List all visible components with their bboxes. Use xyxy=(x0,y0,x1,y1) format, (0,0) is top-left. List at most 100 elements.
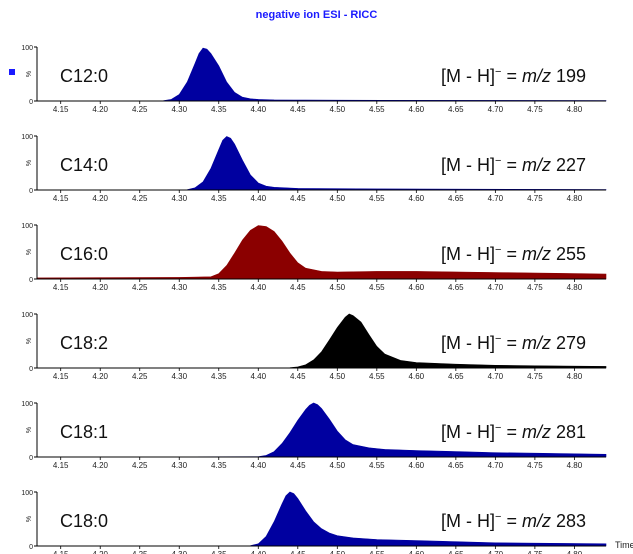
x-tick-label-5-0: 4.15 xyxy=(53,550,69,554)
x-tick-label-3-10: 4.65 xyxy=(448,372,464,381)
y-tick-label-top-2: 100 xyxy=(21,223,33,230)
chart-title: negative ion ESI - RICC xyxy=(255,9,378,21)
lipid-label-1: C14:0 xyxy=(60,155,108,175)
x-tick-label-2-5: 4.40 xyxy=(250,283,266,292)
x-tick-label-3-8: 4.55 xyxy=(369,372,385,381)
x-tick-label-5-10: 4.65 xyxy=(448,550,464,554)
x-tick-label-5-13: 4.80 xyxy=(567,550,583,554)
x-tick-label-0-10: 4.65 xyxy=(448,105,464,114)
x-tick-label-1-2: 4.25 xyxy=(132,194,148,203)
lipid-label-0: C12:0 xyxy=(60,66,108,86)
x-tick-label-4-12: 4.75 xyxy=(527,461,543,470)
y-tick-label-top-0: 100 xyxy=(21,45,33,52)
y-tick-label-bottom-2: 0 xyxy=(29,277,33,284)
x-tick-label-1-0: 4.15 xyxy=(53,194,69,203)
x-tick-label-5-6: 4.45 xyxy=(290,550,306,554)
x-tick-label-3-5: 4.40 xyxy=(250,372,266,381)
x-tick-label-1-6: 4.45 xyxy=(290,194,306,203)
x-tick-label-0-1: 4.20 xyxy=(92,105,108,114)
x-tick-label-0-6: 4.45 xyxy=(290,105,306,114)
x-tick-label-1-13: 4.80 xyxy=(567,194,583,203)
x-tick-label-5-2: 4.25 xyxy=(132,550,148,554)
y-tick-label-bottom-5: 0 xyxy=(29,544,33,551)
ion-label-3: [M - H]− = m/z 279 xyxy=(441,333,586,353)
x-tick-label-5-7: 4.50 xyxy=(330,550,346,554)
x-tick-label-4-1: 4.20 xyxy=(92,461,108,470)
x-tick-label-2-7: 4.50 xyxy=(330,283,346,292)
x-tick-label-4-7: 4.50 xyxy=(330,461,346,470)
percent-label-2: % xyxy=(26,249,33,255)
y-tick-label-bottom-4: 0 xyxy=(29,455,33,462)
x-tick-label-1-11: 4.70 xyxy=(488,194,504,203)
x-tick-label-3-4: 4.35 xyxy=(211,372,227,381)
x-tick-label-5-9: 4.60 xyxy=(409,550,425,554)
x-tick-label-2-12: 4.75 xyxy=(527,283,543,292)
percent-label-5: % xyxy=(26,516,33,522)
x-tick-label-3-1: 4.20 xyxy=(92,372,108,381)
y-tick-label-top-3: 100 xyxy=(21,312,33,319)
series-marker-icon xyxy=(9,69,15,75)
x-tick-label-4-8: 4.55 xyxy=(369,461,385,470)
x-tick-label-3-11: 4.70 xyxy=(488,372,504,381)
x-tick-label-3-0: 4.15 xyxy=(53,372,69,381)
percent-label-1: % xyxy=(26,160,33,166)
x-tick-label-1-10: 4.65 xyxy=(448,194,464,203)
x-tick-label-3-3: 4.30 xyxy=(171,372,187,381)
x-tick-label-2-3: 4.30 xyxy=(171,283,187,292)
x-tick-label-2-9: 4.60 xyxy=(409,283,425,292)
x-tick-label-5-1: 4.20 xyxy=(92,550,108,554)
x-tick-label-4-0: 4.15 xyxy=(53,461,69,470)
x-tick-label-2-8: 4.55 xyxy=(369,283,385,292)
x-tick-label-2-0: 4.15 xyxy=(53,283,69,292)
lipid-label-3: C18:2 xyxy=(60,333,108,353)
x-tick-label-0-0: 4.15 xyxy=(53,105,69,114)
x-tick-label-2-1: 4.20 xyxy=(92,283,108,292)
x-tick-label-4-3: 4.30 xyxy=(171,461,187,470)
x-tick-label-2-2: 4.25 xyxy=(132,283,148,292)
x-tick-label-5-12: 4.75 xyxy=(527,550,543,554)
y-tick-label-top-5: 100 xyxy=(21,490,33,497)
ion-label-5: [M - H]− = m/z 283 xyxy=(441,511,586,531)
trace-3 xyxy=(36,313,607,369)
percent-label-3: % xyxy=(26,338,33,344)
x-tick-label-5-11: 4.70 xyxy=(488,550,504,554)
x-tick-label-1-4: 4.35 xyxy=(211,194,227,203)
x-tick-label-3-6: 4.45 xyxy=(290,372,306,381)
percent-label-0: % xyxy=(26,71,33,77)
x-tick-label-0-8: 4.55 xyxy=(369,105,385,114)
x-tick-label-3-2: 4.25 xyxy=(132,372,148,381)
x-tick-label-0-12: 4.75 xyxy=(527,105,543,114)
x-tick-label-1-9: 4.60 xyxy=(409,194,425,203)
x-tick-label-2-10: 4.65 xyxy=(448,283,464,292)
x-tick-label-1-5: 4.40 xyxy=(250,194,266,203)
x-tick-label-1-7: 4.50 xyxy=(330,194,346,203)
y-tick-label-bottom-0: 0 xyxy=(29,99,33,106)
x-tick-label-4-4: 4.35 xyxy=(211,461,227,470)
x-tick-label-5-4: 4.35 xyxy=(211,550,227,554)
y-tick-label-top-1: 100 xyxy=(21,134,33,141)
y-tick-label-bottom-3: 0 xyxy=(29,366,33,373)
y-tick-label-bottom-1: 0 xyxy=(29,188,33,195)
x-tick-label-0-3: 4.30 xyxy=(171,105,187,114)
x-tick-label-1-1: 4.20 xyxy=(92,194,108,203)
x-tick-label-5-8: 4.55 xyxy=(369,550,385,554)
x-tick-label-4-6: 4.45 xyxy=(290,461,306,470)
x-tick-label-0-2: 4.25 xyxy=(132,105,148,114)
ion-label-0: [M - H]− = m/z 199 xyxy=(441,66,586,86)
x-tick-label-4-13: 4.80 xyxy=(567,461,583,470)
x-tick-label-1-8: 4.55 xyxy=(369,194,385,203)
x-tick-label-0-4: 4.35 xyxy=(211,105,227,114)
x-tick-label-0-5: 4.40 xyxy=(250,105,266,114)
x-tick-label-3-7: 4.50 xyxy=(330,372,346,381)
x-tick-label-4-5: 4.40 xyxy=(250,461,266,470)
x-tick-label-3-13: 4.80 xyxy=(567,372,583,381)
x-tick-label-4-2: 4.25 xyxy=(132,461,148,470)
x-tick-label-0-9: 4.60 xyxy=(409,105,425,114)
ion-label-4: [M - H]− = m/z 281 xyxy=(441,422,586,442)
x-tick-label-2-11: 4.70 xyxy=(488,283,504,292)
lipid-label-4: C18:1 xyxy=(60,422,108,442)
trace-1 xyxy=(36,136,607,191)
x-tick-label-4-11: 4.70 xyxy=(488,461,504,470)
x-tick-label-3-9: 4.60 xyxy=(409,372,425,381)
x-tick-label-5-5: 4.40 xyxy=(250,550,266,554)
